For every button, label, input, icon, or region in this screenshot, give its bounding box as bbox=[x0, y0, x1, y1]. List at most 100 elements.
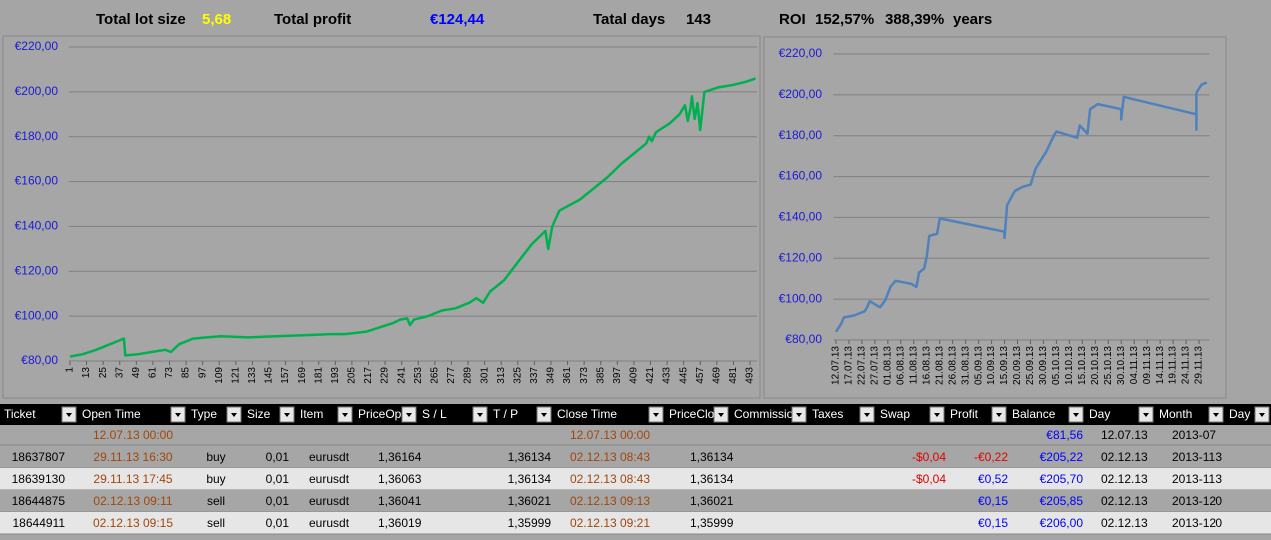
days-label: Tatal days bbox=[593, 11, 665, 28]
x-tick-label: 05.09.13 bbox=[973, 346, 984, 385]
filter-button[interactable] bbox=[401, 406, 417, 423]
table-cell: 0 bbox=[1215, 516, 1222, 530]
x-tick-label: 73 bbox=[164, 367, 175, 379]
filter-button[interactable] bbox=[279, 406, 295, 423]
table-cell: -$0,04 bbox=[912, 450, 946, 464]
filter-button[interactable] bbox=[472, 406, 488, 423]
filter-arrow bbox=[284, 413, 290, 417]
filter-button[interactable] bbox=[61, 406, 77, 423]
x-tick-label: 325 bbox=[512, 367, 523, 384]
lot-label: Total lot size bbox=[96, 11, 186, 28]
table-cell: 18644875 bbox=[12, 494, 66, 508]
filter-button[interactable] bbox=[1254, 406, 1270, 423]
filter-button[interactable] bbox=[1208, 406, 1224, 423]
table-row bbox=[0, 468, 1271, 490]
column-header: T / P bbox=[493, 407, 518, 421]
table-cell: 0 bbox=[1215, 494, 1222, 508]
x-tick-label: 05.10.13 bbox=[1051, 346, 1062, 385]
x-tick-label: 49 bbox=[131, 367, 142, 379]
filter-button[interactable] bbox=[1138, 406, 1154, 423]
filter-arrow bbox=[1259, 413, 1265, 417]
y-tick-label: €200,00 bbox=[779, 87, 823, 101]
header-row bbox=[0, 404, 1271, 425]
filter-button[interactable] bbox=[929, 406, 945, 423]
y-tick-label: €180,00 bbox=[779, 128, 823, 142]
filter-button[interactable] bbox=[536, 406, 552, 423]
x-tick-label: 04.11.13 bbox=[1129, 346, 1140, 385]
data-line bbox=[834, 81, 1208, 333]
table-cell: eurusdt bbox=[309, 494, 350, 508]
table-cell: buy bbox=[206, 472, 225, 486]
x-tick-label: 349 bbox=[546, 367, 557, 384]
column-header: Month bbox=[1159, 407, 1192, 421]
table-cell: 1,35999 bbox=[690, 516, 734, 530]
x-tick-label: 10.10.13 bbox=[1064, 346, 1075, 385]
table-cell: €205,70 bbox=[1040, 472, 1084, 486]
x-tick-label: 1 bbox=[65, 367, 76, 373]
column-header: Day bbox=[1089, 407, 1110, 421]
table-cell: 02.12.13 bbox=[1101, 516, 1148, 530]
filter-arrow bbox=[1143, 413, 1149, 417]
column-header: Swap bbox=[880, 407, 910, 421]
profit-label: Total profit bbox=[274, 11, 351, 28]
filter-button[interactable] bbox=[226, 406, 242, 423]
table-cell: 1,35999 bbox=[508, 516, 552, 530]
table-cell: 3 bbox=[1215, 472, 1222, 486]
filter-button[interactable] bbox=[648, 406, 664, 423]
table-cell: 0,01 bbox=[266, 472, 290, 486]
filter-button[interactable] bbox=[337, 406, 353, 423]
y-tick-label: €220,00 bbox=[779, 46, 823, 60]
filter-arrow bbox=[406, 413, 412, 417]
x-tick-label: 15.10.13 bbox=[1077, 346, 1088, 385]
x-tick-label: 229 bbox=[380, 367, 391, 384]
x-tick-label: 27.07.13 bbox=[870, 346, 881, 385]
column-header: Item bbox=[300, 407, 323, 421]
filter-button[interactable] bbox=[791, 406, 807, 423]
table-cell: 0,01 bbox=[266, 494, 290, 508]
table-cell: 1,36134 bbox=[690, 472, 734, 486]
table-row bbox=[0, 425, 1271, 445]
table-cell: 1,36021 bbox=[508, 494, 552, 508]
x-tick-label: 01.08.13 bbox=[882, 346, 893, 385]
x-tick-label: 19.11.13 bbox=[1168, 346, 1179, 385]
column-header: Profit bbox=[950, 407, 979, 421]
x-tick-label: 31.08.13 bbox=[960, 346, 971, 385]
filter-button[interactable] bbox=[170, 406, 186, 423]
x-tick-label: 10.09.13 bbox=[986, 346, 997, 385]
table-cell: €0,15 bbox=[978, 494, 1008, 508]
profit-value: €124,44 bbox=[430, 11, 485, 28]
filter-button[interactable] bbox=[1068, 406, 1084, 423]
filter-button[interactable] bbox=[859, 406, 875, 423]
filter-arrow bbox=[175, 413, 181, 417]
y-tick-label: €220,00 bbox=[15, 39, 59, 53]
x-tick-label: 361 bbox=[562, 367, 573, 384]
x-tick-label: 14.11.13 bbox=[1155, 346, 1166, 385]
table-cell: eurusdt bbox=[309, 516, 350, 530]
filter-button[interactable] bbox=[713, 406, 729, 423]
table-cell: 1,36021 bbox=[690, 494, 734, 508]
column-header: S / L bbox=[422, 407, 447, 421]
table-cell: 02.12.13 08:43 bbox=[570, 450, 650, 464]
table-cell: 18639130 bbox=[12, 472, 66, 486]
table-cell: -€0,22 bbox=[974, 450, 1008, 464]
table-cell: 02.12.13 08:43 bbox=[570, 472, 650, 486]
table-cell: buy bbox=[206, 450, 225, 464]
chart-frame bbox=[2, 35, 761, 399]
y-tick-label: €80,00 bbox=[21, 353, 58, 367]
x-tick-label: 241 bbox=[396, 367, 407, 384]
column-header: Size bbox=[247, 407, 271, 421]
filter-arrow bbox=[541, 413, 547, 417]
x-tick-label: 145 bbox=[264, 367, 275, 384]
filter-button[interactable] bbox=[991, 406, 1007, 423]
x-tick-label: 61 bbox=[148, 367, 159, 379]
x-tick-label: 385 bbox=[595, 367, 606, 384]
x-tick-label: 11.08.13 bbox=[908, 346, 919, 385]
column-header: Type bbox=[191, 407, 217, 421]
lot-value: 5,68 bbox=[202, 11, 231, 28]
x-tick-label: 409 bbox=[629, 367, 640, 384]
filter-arrow bbox=[796, 413, 802, 417]
table-cell: 02.12.13 bbox=[1101, 494, 1148, 508]
table-cell: €0,52 bbox=[978, 472, 1008, 486]
table-cell: 1,36041 bbox=[378, 494, 422, 508]
